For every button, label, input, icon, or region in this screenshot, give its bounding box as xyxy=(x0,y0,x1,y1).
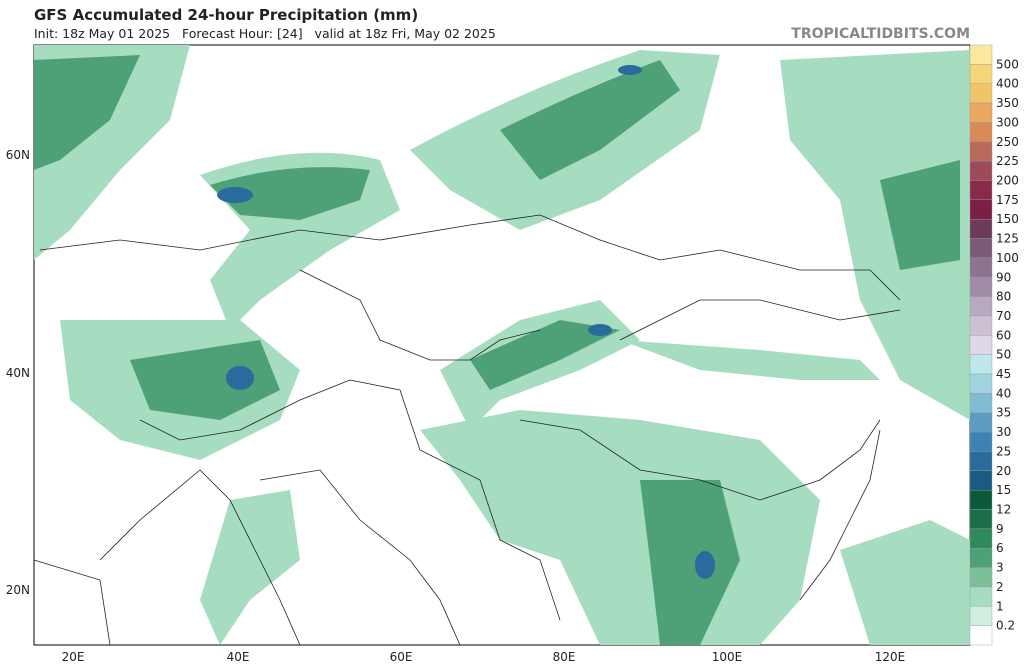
colorbar-bin xyxy=(969,606,993,626)
colorbar-bin xyxy=(969,44,993,65)
lon-label: 80E xyxy=(553,650,576,664)
colorbar-label: 175 xyxy=(996,193,1019,207)
title: GFS Accumulated 24-hour Precipitation (m… xyxy=(34,6,418,24)
colorbar-label: 0.2 xyxy=(996,619,1015,633)
colorbar-label: 35 xyxy=(996,406,1011,420)
colorbar-bin xyxy=(969,160,993,181)
colorbar-label: 50 xyxy=(996,348,1011,362)
colorbar-bin xyxy=(969,373,993,394)
colorbar-bin xyxy=(969,141,993,162)
colorbar-bin xyxy=(969,180,993,201)
colorbar-label: 20 xyxy=(996,464,1011,478)
colorbar-bin xyxy=(969,354,993,375)
colorbar-label: 80 xyxy=(996,290,1011,304)
colorbar-bin xyxy=(969,122,993,142)
colorbar-bin xyxy=(969,335,993,355)
colorbar-bin xyxy=(969,528,993,549)
lon-label: 20E xyxy=(62,650,85,664)
lon-labels: 20E 40E 60E 80E 100E 120E xyxy=(62,650,906,664)
colorbar-bin xyxy=(969,509,993,530)
colorbar-label: 25 xyxy=(996,444,1011,458)
colorbar-label: 350 xyxy=(996,96,1019,110)
colorbar-label: 45 xyxy=(996,367,1011,381)
colorbar-label: 70 xyxy=(996,309,1011,323)
colorbar-bin xyxy=(969,470,993,491)
colorbar-bin xyxy=(969,548,993,568)
lat-label: 40N xyxy=(6,366,30,380)
colorbar-label: 300 xyxy=(996,115,1019,129)
colorbar-label: 1 xyxy=(996,599,1004,613)
lat-labels: 60N 40N 20N xyxy=(6,148,30,597)
colorbar-bin xyxy=(969,218,993,239)
lat-label: 20N xyxy=(6,583,30,597)
colorbar-bin xyxy=(969,199,993,220)
colorbar-label: 3 xyxy=(996,561,1004,575)
colorbar-label: 250 xyxy=(996,135,1019,149)
colorbar-label: 125 xyxy=(996,232,1019,246)
colorbar-bin xyxy=(969,315,993,336)
colorbar-label: 30 xyxy=(996,425,1011,439)
map xyxy=(33,44,971,646)
colorbar-bin xyxy=(969,489,993,510)
colorbar-bin xyxy=(969,83,993,104)
colorbar-bin xyxy=(969,64,993,84)
lon-label: 60E xyxy=(390,650,413,664)
lat-label: 60N xyxy=(6,148,30,162)
colorbar-label: 40 xyxy=(996,386,1011,400)
colorbar-bin xyxy=(969,257,993,278)
colorbar-bin xyxy=(969,102,993,123)
colorbar-bin xyxy=(969,277,993,297)
colorbar-bin xyxy=(969,393,993,413)
colorbar-label: 2 xyxy=(996,580,1004,594)
colorbar-bin xyxy=(969,586,993,607)
colorbar-label: 500 xyxy=(996,57,1019,71)
lon-label: 100E xyxy=(712,650,743,664)
colorbar-label: 90 xyxy=(996,270,1011,284)
colorbar-bin xyxy=(969,567,993,588)
colorbar-label: 60 xyxy=(996,328,1011,342)
colorbar-label: 9 xyxy=(996,522,1004,536)
colorbar-label: 400 xyxy=(996,77,1019,91)
lon-label: 120E xyxy=(875,650,906,664)
colorbar: 5004003503002502252001751501251009080706… xyxy=(969,44,1019,646)
brand: TROPICALTIDBITS.COM xyxy=(791,26,970,42)
colorbar-label: 100 xyxy=(996,251,1019,265)
colorbar-label: 150 xyxy=(996,212,1019,226)
colorbar-bin xyxy=(969,296,993,317)
colorbar-bin xyxy=(969,238,993,259)
lon-label: 40E xyxy=(227,650,250,664)
colorbar-bin xyxy=(969,412,993,433)
colorbar-bin xyxy=(969,625,993,646)
colorbar-label: 6 xyxy=(996,541,1004,555)
colorbar-label: 225 xyxy=(996,154,1019,168)
colorbar-label: 15 xyxy=(996,483,1011,497)
colorbar-bin xyxy=(969,451,993,472)
colorbar-bin xyxy=(969,431,993,452)
colorbar-label: 200 xyxy=(996,173,1019,187)
colorbar-label: 12 xyxy=(996,503,1011,517)
subtitle: Init: 18z May 01 2025 Forecast Hour: [24… xyxy=(34,26,496,41)
